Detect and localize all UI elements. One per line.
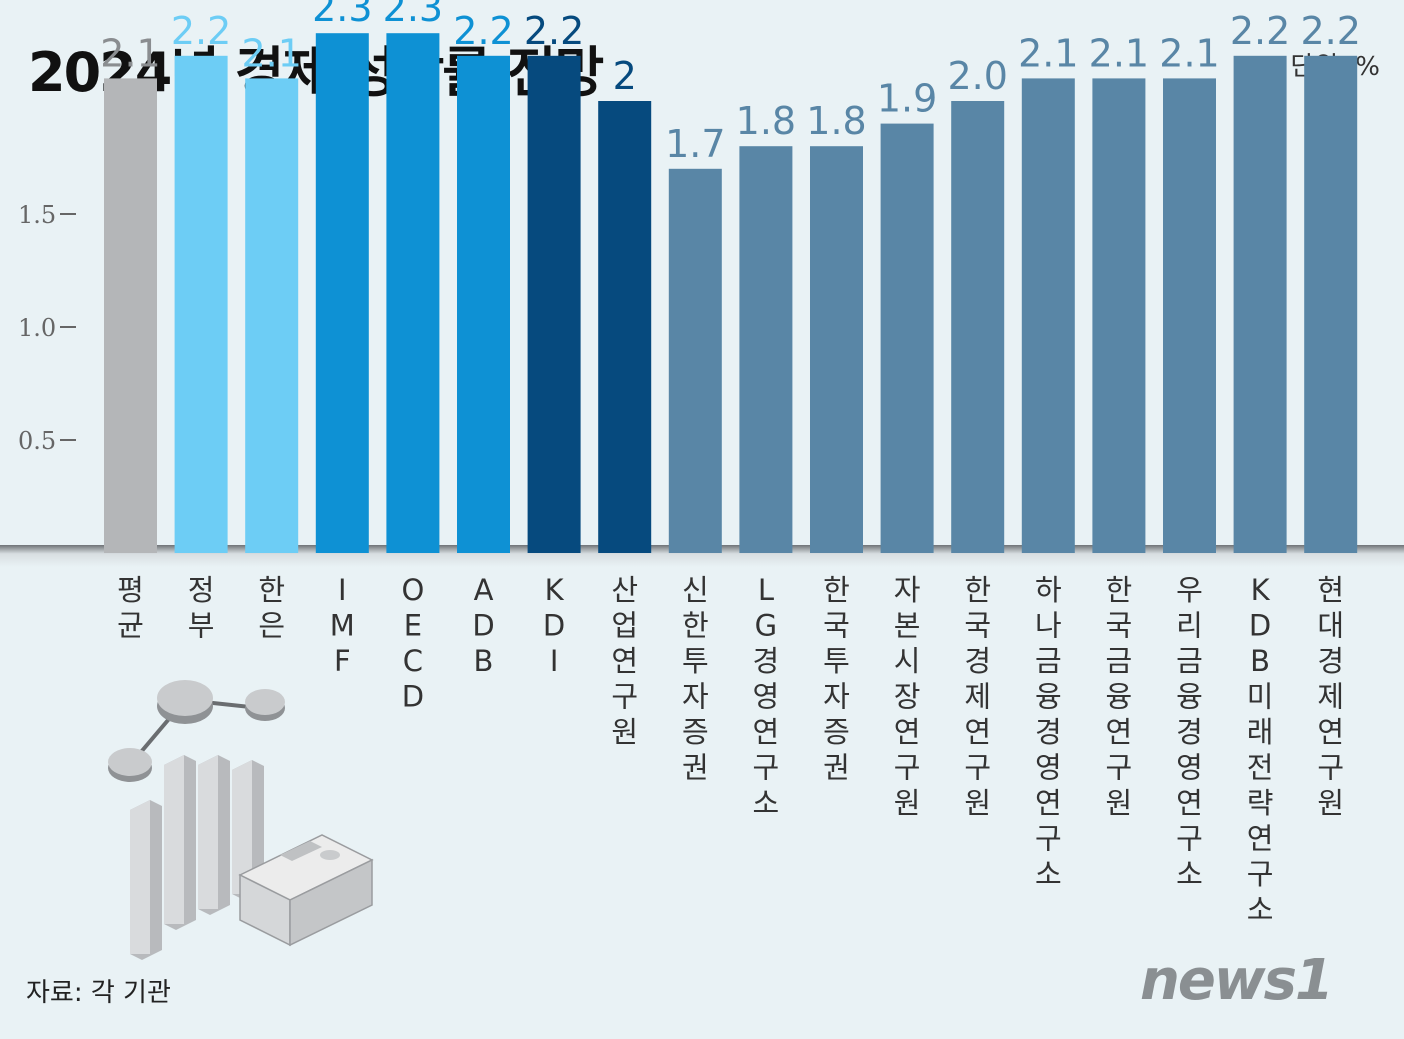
value-label: 2.3 [312,0,372,30]
bar [1304,55,1358,554]
value-label: 2.1 [1159,31,1219,75]
y-tick-label: 1.0 [18,314,56,342]
bar [315,33,369,553]
bar [810,146,863,553]
value-label: 2.1 [241,31,301,75]
y-tick-label: 0.5 [18,427,56,455]
bar-graph-icon [130,755,264,960]
bar [598,101,652,553]
bar [527,55,581,554]
value-label: 2.0 [947,54,1007,98]
bar [174,55,228,554]
gear-icon [108,748,152,782]
bar [245,78,299,554]
bar [1092,78,1146,554]
news1-logo: news1 [1140,940,1385,1020]
bar [880,123,934,553]
value-label: 2.2 [453,9,513,53]
logo-text: news1 [1140,948,1334,1013]
value-label: 2.1 [100,31,160,75]
value-label: 1.8 [736,99,796,143]
bar [951,101,1005,553]
bar [739,146,793,553]
bar-chart: 0.51.01.5 2.12.22.12.3 2.32.2 2.221.71.8 1.… [0,0,1404,927]
money-stack-icon [238,834,374,947]
value-label: 1.9 [877,77,937,121]
bar [1233,55,1287,554]
gear-icon [245,689,285,721]
value-label: 2.1 [1089,31,1149,75]
bar [1021,78,1075,554]
bar [457,55,510,554]
value-label: 2.2 [524,9,584,53]
source-note: 자료: 각 기관 [26,978,171,1008]
bar [1163,78,1216,554]
economy-illustration [108,680,374,960]
value-label: 2.1 [1018,31,1078,75]
gear-icon [157,680,213,724]
value-label: 1.7 [665,122,725,166]
y-tick-label: 1.5 [18,201,56,229]
bar [386,33,440,553]
value-label: 1.8 [806,99,866,143]
bar [668,168,722,554]
value-label: 2.2 [171,9,231,53]
value-label: 2 [613,54,637,98]
value-label: 2.3 [383,0,443,30]
bar [104,78,157,554]
value-label: 2.2 [1230,9,1290,53]
value-label: 2.2 [1300,9,1360,53]
